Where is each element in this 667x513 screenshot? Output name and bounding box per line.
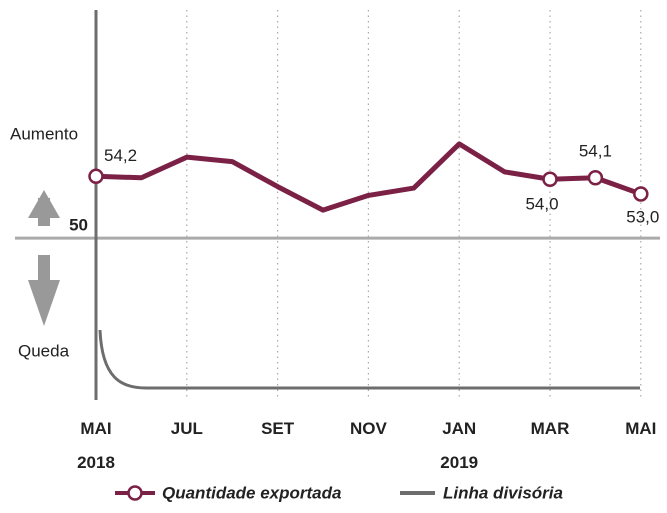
x-tick-label-line: MAI: [625, 419, 656, 438]
y-tick-label: 50: [69, 216, 88, 235]
x-tick-label-line: MAI: [80, 419, 111, 438]
x-tick-label: JUL: [171, 419, 203, 438]
point: [88, 168, 104, 185]
down-arrow: [28, 280, 60, 326]
x-tick-label: MAR: [531, 419, 570, 438]
x-tick-label: NOV: [350, 419, 388, 438]
x-tick-label: JAN 2019: [440, 419, 478, 472]
data-label: 54,0: [525, 195, 558, 214]
x-tick-label-line: JAN: [442, 419, 476, 438]
x-tick-label-line: 2018: [77, 453, 115, 472]
x-tick-label-line: 2019: [440, 453, 478, 472]
dividing-line: [98, 329, 640, 390]
x-tick-label: MAI 2018: [77, 419, 115, 472]
legend-label: Quantidade exportada: [162, 483, 341, 502]
annotation: Aumento: [10, 124, 78, 143]
x-tick-label-line: NOV: [350, 419, 388, 438]
x-tick-label-line: MAR: [531, 419, 570, 438]
point: [633, 186, 649, 202]
x-tick-label: MAI: [625, 419, 656, 438]
annotation: Queda: [18, 341, 70, 360]
up-arrow-shaft: [38, 198, 50, 226]
x-tick-label: SET: [261, 419, 295, 438]
legend-label: Linha divisória: [443, 483, 563, 502]
data-label: 54,1: [579, 141, 612, 160]
x-tick-label-line: SET: [261, 419, 295, 438]
data-label: 54,2: [104, 146, 137, 165]
legend-marker: [127, 485, 143, 501]
down-arrow-shaft: [38, 255, 50, 285]
point: [542, 171, 558, 187]
point: [587, 170, 604, 186]
x-tick-label-line: JUL: [171, 419, 203, 438]
data-label: 53,0: [626, 207, 659, 226]
